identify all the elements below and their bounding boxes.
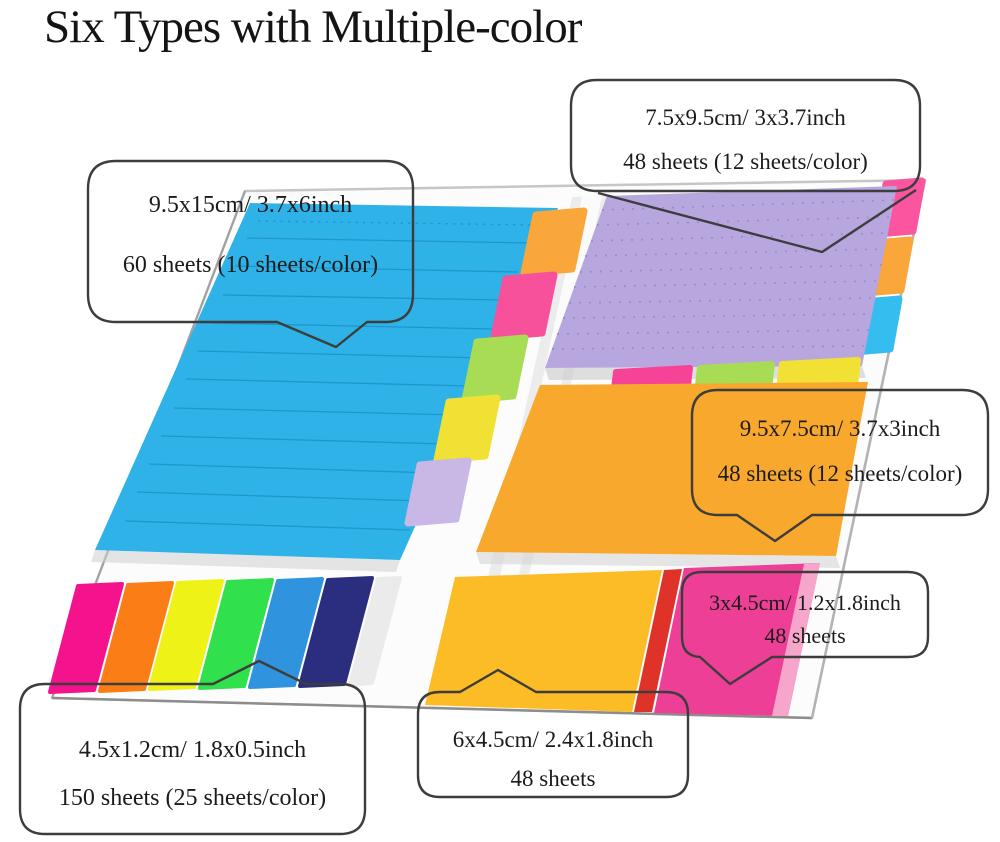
callout-bubble-small-pink-pad	[680, 570, 930, 686]
callout-bubble-medium-orange-pad	[690, 388, 990, 543]
flag-blue	[248, 577, 324, 689]
callout-small-yellow-pad-sheets: 48 sheets	[510, 766, 596, 791]
callout-index-flags-size: 4.5x1.2cm/ 1.8x0.5inch	[78, 737, 307, 763]
callout-medium-orange-pad-sheets: 48 sheets (12 sheets/color)	[717, 461, 963, 486]
callout-bubble-small-yellow-pad	[416, 668, 690, 799]
callout-large-notepad-sheets: 60 sheets (10 sheets/color)	[122, 252, 379, 278]
tab-orange	[520, 207, 588, 277]
tab-yellow	[433, 394, 501, 464]
blue-notepad	[91, 203, 588, 572]
callout-dotted-pad-sheets: 48 sheets (12 sheets/color)	[623, 149, 868, 174]
callout-medium-orange-pad: 9.5x7.5cm/ 3.7x3inch 48 sheets (12 sheet…	[692, 406, 988, 496]
callout-index-flags: 4.5x1.2cm/ 1.8x0.5inch 150 sheets (25 sh…	[20, 726, 365, 822]
callout-bubble-dotted-pad	[569, 78, 922, 193]
callout-small-pink-pad: 3x4.5cm/ 1.2x1.8inch 48 sheets	[682, 586, 928, 652]
callout-bubbles	[18, 78, 990, 836]
flag-yellow	[148, 579, 224, 691]
callout-bubble-index-flags	[18, 659, 367, 836]
flag-green	[198, 578, 274, 690]
tab-lavender	[404, 457, 472, 527]
index-flags	[48, 576, 402, 694]
callout-small-pink-pad-size: 3x4.5cm/ 1.2x1.8inch	[709, 590, 901, 615]
callout-dotted-pad: 7.5x9.5cm/ 3x3.7inch 48 sheets (12 sheet…	[571, 96, 920, 184]
callout-dotted-pad-size: 7.5x9.5cm/ 3x3.7inch	[645, 105, 846, 130]
flag-clear	[348, 576, 402, 687]
callout-pointer-dotted-pad	[597, 188, 917, 254]
callout-index-flags-sheets: 150 sheets (25 sheets/color)	[58, 785, 327, 811]
notepad-ruled-lines	[124, 220, 537, 531]
blue-notepad-tabs	[404, 207, 588, 527]
page-title: Six Types with Multiple-color	[44, 1, 582, 53]
tab-pink	[490, 271, 558, 341]
tab-green	[461, 334, 529, 404]
pink-pad-edge	[772, 563, 820, 716]
callout-bubble-large-notepad	[86, 159, 415, 349]
callout-small-yellow-pad-size: 6x4.5cm/ 2.4x1.8inch	[452, 727, 654, 752]
pink-pad	[654, 563, 820, 716]
callout-small-yellow-pad: 6x4.5cm/ 2.4x1.8inch 48 sheets	[418, 720, 688, 798]
yellow-pad	[425, 570, 662, 712]
callout-large-notepad-size: 9.5x15cm/ 3.7x6inch	[148, 192, 353, 218]
callout-large-notepad: 9.5x15cm/ 3.7x6inch 60 sheets (10 sheets…	[88, 175, 413, 295]
callout-medium-orange-pad-size: 9.5x7.5cm/ 3.7x3inch	[739, 416, 941, 441]
red-strip	[634, 569, 682, 712]
orange-pad	[476, 357, 868, 568]
flag-magenta	[48, 582, 124, 694]
dot-grid	[551, 199, 895, 350]
callout-small-pink-pad-sheets: 48 sheets	[764, 623, 846, 648]
flag-orange	[98, 581, 174, 693]
